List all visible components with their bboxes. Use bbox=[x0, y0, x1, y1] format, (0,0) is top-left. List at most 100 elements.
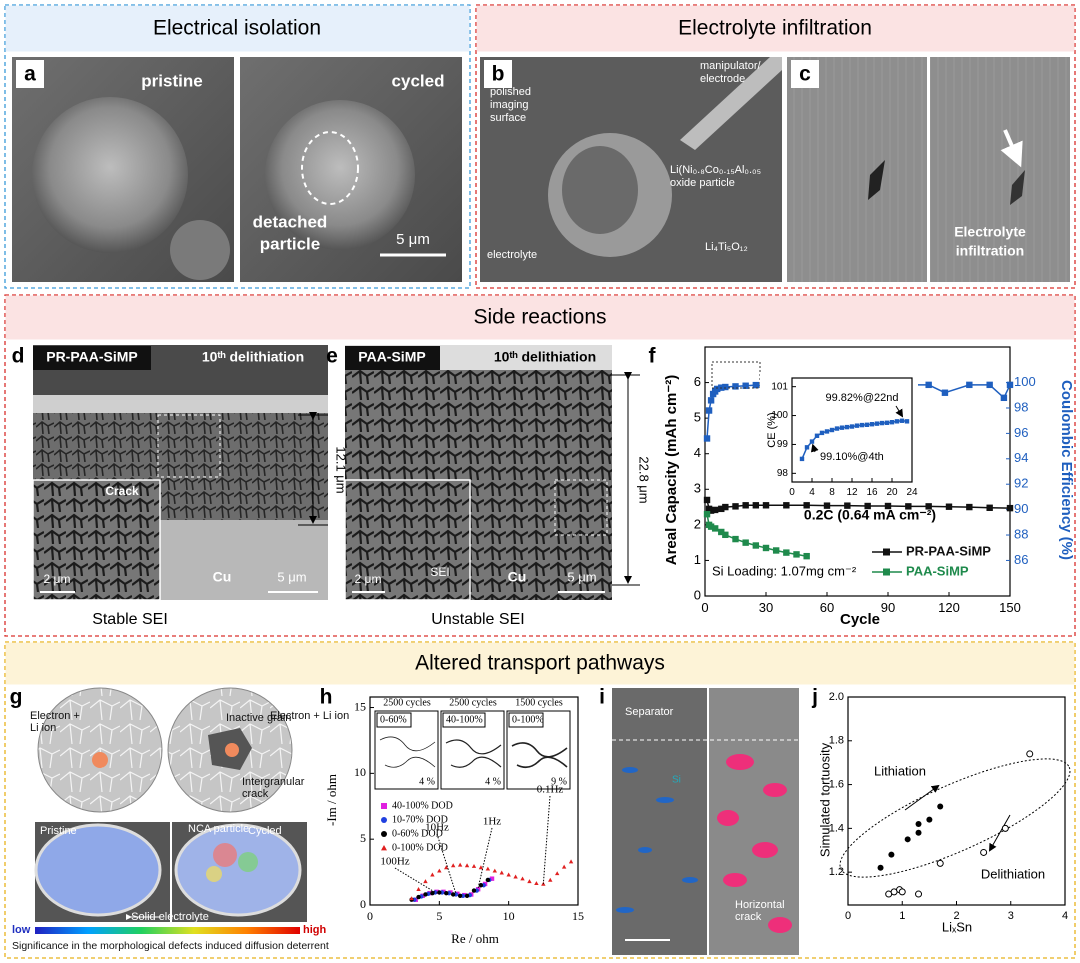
data-point bbox=[555, 871, 560, 876]
y2-tick-label: 92 bbox=[1014, 476, 1028, 491]
data-point bbox=[707, 397, 715, 404]
data-point bbox=[752, 542, 760, 549]
image-label: Li(Ni₀.₈Co₀.₁₅Al₀.₀₅ bbox=[670, 164, 761, 176]
inset-label: 4 % bbox=[419, 776, 435, 787]
defect bbox=[206, 866, 222, 882]
image-label: NCA particle bbox=[188, 823, 249, 835]
data-point bbox=[478, 865, 484, 870]
xct-image bbox=[612, 688, 707, 955]
scale-label: 5 μm bbox=[277, 569, 306, 584]
data-point bbox=[941, 389, 949, 396]
label-box bbox=[791, 60, 819, 88]
legend-label: 40-100% DOD bbox=[392, 800, 453, 811]
inset-image bbox=[32, 479, 161, 601]
x-tick-label: 1 bbox=[899, 910, 905, 922]
data-point bbox=[879, 420, 885, 426]
image-label: polished bbox=[490, 86, 531, 98]
section-band bbox=[5, 642, 1075, 685]
data-point bbox=[849, 424, 855, 429]
x-tick-label: 4 bbox=[809, 487, 815, 498]
x-tick-label: 0 bbox=[845, 910, 851, 922]
active-spot bbox=[92, 752, 108, 768]
data-point bbox=[966, 503, 973, 511]
crack bbox=[1010, 170, 1025, 205]
sem-layer bbox=[33, 395, 328, 413]
data-point bbox=[722, 531, 729, 539]
image-label: Cycled bbox=[248, 825, 282, 837]
data-point bbox=[464, 893, 470, 898]
data-point bbox=[1001, 824, 1009, 832]
x-axis-title: LiₓSn bbox=[942, 919, 972, 934]
data-point bbox=[869, 422, 875, 427]
y2-tick-label: 90 bbox=[1014, 501, 1028, 516]
y-tick-label: 6 bbox=[694, 374, 701, 389]
si-particle bbox=[768, 917, 792, 933]
data-point bbox=[430, 890, 435, 896]
data-point bbox=[444, 890, 449, 896]
data-point bbox=[799, 456, 805, 462]
data-point bbox=[464, 863, 470, 868]
y-tick-label: 5 bbox=[360, 831, 366, 845]
image-label: Horizontal bbox=[735, 899, 785, 911]
data-point bbox=[894, 419, 900, 424]
image-label: electrolyte bbox=[487, 249, 537, 261]
annotation: 0.2C (0.64 mA cm⁻²) bbox=[804, 507, 936, 523]
annotation: 0.1Hz bbox=[537, 784, 564, 796]
data-point bbox=[925, 381, 932, 389]
legend-label: 0-60% DOD bbox=[392, 828, 443, 839]
section-band bbox=[5, 5, 470, 52]
panel-label: h bbox=[320, 686, 333, 709]
inset-label-box bbox=[376, 712, 412, 728]
y-tick-label: 5 bbox=[694, 410, 701, 425]
panel-label: i bbox=[599, 686, 605, 709]
image-label: imaging bbox=[490, 99, 529, 111]
annotation-leader bbox=[477, 827, 493, 888]
arrow bbox=[989, 814, 1011, 852]
y-tick-label: 99 bbox=[777, 439, 789, 450]
annotation: 10Hz bbox=[425, 822, 449, 834]
data-point bbox=[457, 893, 463, 898]
si-particle bbox=[656, 797, 674, 803]
sem-image bbox=[787, 57, 927, 282]
schematic-label: crack bbox=[242, 788, 269, 800]
manipulator bbox=[680, 57, 782, 150]
data-point bbox=[722, 383, 729, 391]
data-point bbox=[513, 874, 518, 879]
data-point bbox=[485, 866, 491, 871]
data-point bbox=[899, 418, 905, 423]
x-tick-label: 150 bbox=[999, 600, 1021, 615]
colorbar-caption: Significance in the morphological defect… bbox=[12, 940, 329, 952]
schematic-label: Intergranular bbox=[242, 776, 305, 788]
data-point bbox=[718, 528, 725, 536]
data-point bbox=[478, 883, 484, 888]
grain-schematic bbox=[37, 687, 163, 813]
x-tick-label: 8 bbox=[829, 487, 835, 498]
label-box bbox=[345, 346, 440, 370]
data-point bbox=[905, 503, 912, 510]
data-point bbox=[437, 890, 442, 895]
section-title: Electrolyte infiltration bbox=[678, 17, 872, 40]
polished-surface bbox=[562, 146, 638, 234]
y-tick-label: 1 bbox=[694, 552, 701, 567]
annotation: 99.10%@4th bbox=[820, 451, 884, 463]
hysteresis-loop bbox=[839, 758, 1071, 878]
si-particle bbox=[638, 847, 652, 853]
data-point bbox=[444, 865, 449, 870]
inset-label: 0-60% bbox=[380, 714, 407, 725]
data-point bbox=[703, 510, 711, 518]
si-particle bbox=[717, 810, 739, 826]
data-point bbox=[437, 868, 442, 873]
data-point bbox=[752, 502, 760, 509]
y-tick-label: 10 bbox=[354, 765, 366, 779]
y-tick-label: 4 bbox=[694, 445, 701, 460]
data-point bbox=[824, 429, 830, 434]
annotation: 99.82%@22nd bbox=[826, 392, 899, 404]
x-tick-label: 15 bbox=[572, 909, 584, 923]
stage-label: 10ᵗʰ delithiation bbox=[202, 349, 304, 365]
plot-frame bbox=[369, 696, 579, 906]
data-point bbox=[1006, 381, 1014, 389]
si-particle bbox=[752, 842, 778, 858]
data-point bbox=[423, 892, 428, 897]
inset-label-box bbox=[508, 712, 544, 728]
image-label: Crack bbox=[105, 484, 139, 498]
